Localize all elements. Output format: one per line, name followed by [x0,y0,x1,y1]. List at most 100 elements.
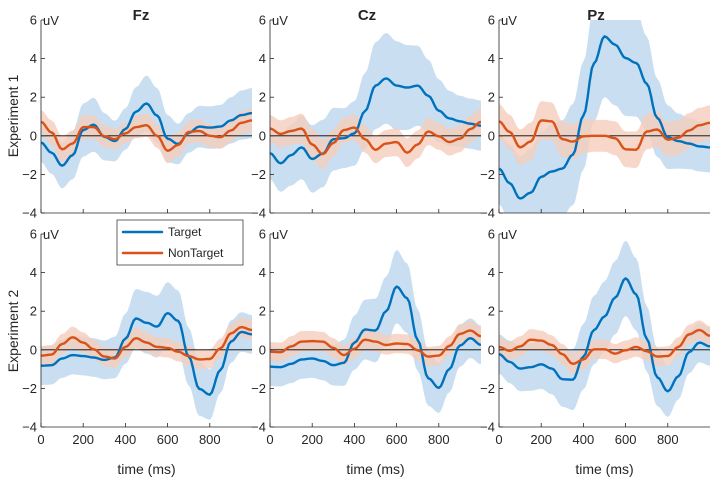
x-axis-label: time (ms) [117,461,175,477]
nontarget-series-line [499,119,710,151]
panel-r1-cz: −4 −2 0 2 4 6 uV [251,13,481,221]
panel-plot-area [270,249,481,413]
x-tick-label: 600 [157,432,179,447]
y-tick-label: 0 [30,128,37,143]
legend: Target NonTarget [116,219,244,266]
y-tick-label: 6 [30,13,37,28]
y-tick-label: 6 [259,227,266,242]
y-tick-label: 2 [30,90,37,105]
unit-label: uV [272,13,288,28]
x-tick-label: 0 [37,432,44,447]
y-tick-label: −2 [480,167,495,182]
y-tick-label: −2 [22,381,37,396]
panel-r1-fz: −4 −2 0 2 4 6 uV [22,13,252,221]
unit-label: uV [43,13,59,28]
x-tick-label: 200 [72,432,94,447]
y-tick-label: 4 [259,51,266,66]
y-tick-label: 4 [30,51,37,66]
nontarget-series-line [270,329,481,358]
y-tick-label: 2 [30,304,37,319]
target-sd-band [499,240,710,417]
x-axis-label: time (ms) [575,461,633,477]
x-tick-label: 0 [266,432,273,447]
x-tick-label: 800 [428,432,450,447]
row-labels: Experiment 1 Experiment 2 [5,75,21,373]
panel-plot-area [41,282,252,420]
panel-r1-pz: −4 −2 0 2 4 6 uV [480,13,710,221]
unit-label: uV [501,13,517,28]
target-series-line [270,77,481,165]
x-tick-label: 0 [495,432,502,447]
target-series-line [270,285,481,390]
y-tick-label: −4 [22,420,37,435]
y-tick-label: −4 [22,206,37,221]
y-tick-label: −4 [251,420,266,435]
y-tick-label: 6 [30,227,37,242]
target-series-line [41,311,252,396]
y-tick-label: 2 [259,304,266,319]
panel-plot-area [41,75,252,189]
y-tick-label: 0 [259,342,266,357]
panel-plot-area [499,20,710,213]
target-sd-band [270,33,481,193]
y-tick-label: 6 [259,13,266,28]
legend-label-nontarget: NonTarget [168,246,224,260]
row-label-experiment-1: Experiment 1 [5,75,21,158]
y-tick-label: 6 [488,13,495,28]
panels: −4 −2 0 2 4 6 uV −4 −2 0 2 4 6 uV −4 −2 0 2 4 6 uV −4 −2 0 2 4 6 0 2… [22,13,710,477]
x-tick-label: 400 [344,432,366,447]
x-tick-label: 600 [386,432,408,447]
column-titles: Fz Cz Pz [133,7,605,24]
nontarget-series-line [499,328,710,365]
legend-label-target: Target [168,225,202,239]
unit-label: uV [272,227,288,242]
nontarget-series-line [270,120,481,156]
unit-label: uV [501,227,517,242]
target-series-line [41,102,252,167]
x-tick-label: 800 [199,432,221,447]
unit-label: uV [43,227,59,242]
y-tick-label: −4 [251,206,266,221]
y-tick-label: 6 [488,227,495,242]
y-tick-label: 0 [488,128,495,143]
target-series-line [499,277,710,393]
y-tick-label: −4 [480,420,495,435]
target-sd-band [499,20,710,213]
column-title-cz: Cz [358,7,376,24]
target-series-line [499,35,710,200]
row-label-experiment-2: Experiment 2 [5,290,21,373]
y-tick-label: −2 [22,167,37,182]
y-tick-label: 4 [259,265,266,280]
legend-box [116,219,244,266]
y-tick-label: −2 [251,167,266,182]
panel-r2-fz: −4 −2 0 2 4 6 0 200 400 600 800 uV time (ms) [22,227,252,477]
x-tick-label: 400 [115,432,137,447]
x-tick-label: 800 [657,432,679,447]
y-tick-label: 2 [259,90,266,105]
y-tick-label: −4 [480,206,495,221]
y-tick-label: 0 [259,128,266,143]
nontarget-sd-band [270,320,481,367]
x-tick-label: 200 [301,432,323,447]
x-tick-label: 600 [615,432,637,447]
x-axis-label: time (ms) [346,461,404,477]
y-tick-label: −2 [251,381,266,396]
x-tick-label: 200 [530,432,552,447]
y-tick-label: 2 [488,304,495,319]
nontarget-series-line [41,119,252,152]
column-title-pz: Pz [587,7,605,24]
x-tick-label: 400 [573,432,595,447]
panel-plot-area [499,240,710,417]
y-tick-label: −2 [480,381,495,396]
target-sd-band [41,75,252,189]
y-tick-label: 2 [488,90,495,105]
y-tick-label: 0 [488,342,495,357]
panel-plot-area [270,33,481,193]
panel-r2-cz: −4 −2 0 2 4 6 0 200 400 600 800 uV time (ms) [251,227,481,477]
nontarget-sd-band [499,320,710,375]
column-title-fz: Fz [133,7,150,24]
y-tick-label: 4 [488,265,495,280]
y-tick-label: 4 [488,51,495,66]
nontarget-series-line [41,325,252,361]
